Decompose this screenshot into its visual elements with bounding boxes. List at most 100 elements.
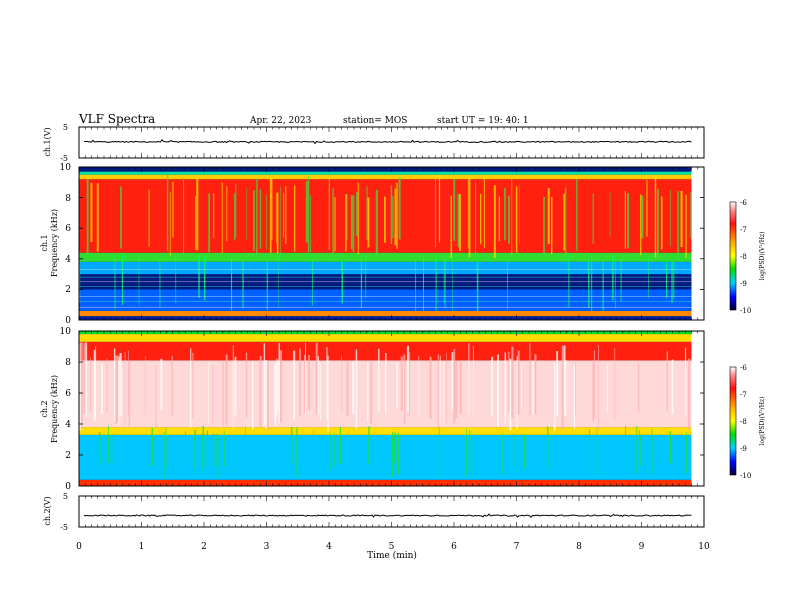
spectrogram-striation-32 (266, 194, 267, 250)
spectrogram-striation-80 (467, 179, 469, 248)
time-tick-label-8: 8 (576, 542, 582, 552)
ch1-colorbar: -6 -7 -8 -9 -10 log(PSD)(V²/Hz) (729, 199, 766, 315)
ch2-freq-tick-10: 10 (60, 327, 72, 337)
spectrogram-striation-137 (637, 363, 640, 413)
spectrogram-striation-101 (588, 260, 590, 308)
spectrogram-striation-63 (313, 429, 314, 468)
spectrogram-striation-92 (515, 186, 518, 253)
spectrogram-striation-146 (688, 358, 691, 430)
spectrogram-striation-65 (317, 356, 319, 416)
spectrogram-striation-50 (266, 361, 269, 431)
spectrogram-striation-82 (475, 181, 477, 255)
spectrogram-striation-43 (234, 356, 237, 416)
spectrogram-band-0 (79, 479, 692, 486)
spectrogram-striation-44 (245, 426, 246, 474)
ch2-colorbar-label: log(PSD)(V²/Hz) (759, 397, 766, 446)
spectrogram-striation-112 (641, 195, 644, 239)
spectrogram-striation-110 (627, 193, 630, 249)
spectrogram-striation-63 (390, 185, 393, 245)
spectrogram-striation-90 (418, 356, 420, 416)
spectrogram-striation-83 (396, 362, 398, 409)
spectrogram-striation-33 (266, 261, 268, 311)
spectrogram-striation-10 (159, 260, 161, 308)
ch2-colorbar-tick-7: -7 (740, 391, 747, 399)
ch2-ytick-top: 5 (63, 492, 68, 501)
station-label: station= MOS (343, 116, 407, 126)
ch2-colorbar-tick-10: -10 (740, 472, 751, 480)
ch2-freq-tick-0: 0 (65, 482, 71, 492)
spectrogram-striation-136 (636, 425, 638, 475)
spectrogram-striation-69 (423, 252, 425, 312)
spectrogram-striation-67 (398, 177, 401, 240)
spectrogram-striation-114 (648, 257, 649, 299)
spectrogram-striation-56 (290, 427, 293, 464)
spectrogram-striation-115 (521, 362, 523, 410)
spectrogram-striation-24 (230, 256, 233, 311)
spectrogram-striation-74 (352, 360, 355, 415)
spectrogram-striation-129 (592, 360, 594, 422)
spectrogram-striation-124 (685, 194, 687, 259)
ch2-colorbar-frame (729, 366, 737, 476)
ch2-colorbar: -6 -7 -8 -9 -10 log(PSD)(V²/Hz) (729, 364, 766, 480)
ch1-ytick-top: 5 (63, 123, 68, 132)
spectrogram-striation-105 (491, 356, 494, 417)
spectrogram-striation-112 (513, 433, 515, 466)
spectrogram-striation-39 (280, 186, 282, 257)
spectrogram-band-1 (79, 310, 692, 317)
spectrogram-striation-16 (195, 196, 197, 250)
spectrogram-striation-125 (565, 359, 567, 417)
spectrogram-striation-119 (669, 189, 671, 247)
figure-title: VLF Spectra (78, 112, 155, 126)
ch1-ytick-bottom: -5 (60, 154, 68, 163)
spectrogram-striation-66 (319, 362, 321, 421)
spectrogram-band-8 (79, 171, 692, 175)
spectrogram-striation-78 (370, 362, 373, 425)
spectrogram-striation-42 (293, 185, 296, 252)
ch2-freq-tick-8: 8 (65, 358, 71, 368)
ch2-freq-tick-2: 2 (65, 451, 71, 461)
spectrogram-striation-51 (274, 364, 277, 426)
spectrogram-striation-9 (106, 358, 108, 412)
spectrogram-striation-70 (333, 432, 335, 467)
spectrogram-striation-117 (529, 343, 531, 417)
spectrogram-striation-109 (624, 191, 626, 249)
spectrogram-striation-99 (455, 360, 458, 419)
spectrogram-striation-107 (501, 432, 503, 475)
spectrogram-striation-27 (242, 261, 244, 309)
ch1-voltage-panel: 5 -5 ch.1(V) (43, 123, 705, 163)
spectrogram-striation-66 (396, 183, 398, 249)
spectrogram-striation-89 (409, 352, 411, 417)
spectrogram-striation-85 (483, 175, 485, 249)
spectrogram-striation-45 (245, 352, 248, 418)
spectrogram-striation-90 (508, 195, 510, 244)
spectrogram-striation-82 (394, 432, 396, 464)
time-tick-label-9: 9 (639, 542, 645, 552)
spectrogram-striation-79 (378, 348, 380, 412)
spectrogram-striation-31 (201, 433, 203, 475)
spectrogram-striation-1 (80, 342, 83, 428)
spectrogram-striation-19 (128, 360, 131, 428)
spectrogram-striation-133 (607, 363, 609, 412)
spectrogram-striation-87 (498, 196, 500, 242)
time-tick-label-10: 10 (698, 542, 710, 552)
spectrogram-striation-23 (226, 186, 228, 241)
ch2-freq-tick-6: 6 (65, 389, 71, 399)
ch1-spectrogram-panel: 0 2 4 6 8 10 ch.1 Frequency (kHz) (40, 163, 705, 326)
spectrogram-striation-71 (339, 426, 341, 464)
spectrogram-striation-62 (384, 196, 386, 243)
start-time-label: start UT = 19: 40: 1 (437, 116, 529, 126)
spectrogram-striation-32 (202, 425, 204, 470)
ch2-freq-tick-4: 4 (65, 420, 71, 430)
spectrogram-striation-13 (115, 355, 118, 425)
ch2-voltage-trace (83, 513, 692, 519)
ch2-spectrogram-ylabel-channel: ch.2 (40, 400, 49, 417)
spectrogram-band-5 (79, 252, 692, 262)
ch2-spectrogram-image (79, 330, 704, 487)
ch2-colorbar-tick-6: -6 (740, 364, 747, 372)
spectrogram-striation-4 (90, 357, 92, 412)
spectrogram-striation-3 (85, 342, 88, 417)
spectrogram-striation-111 (511, 346, 514, 419)
ch2-voltage-panel: 5 -5 ch.2(V) (43, 492, 705, 532)
spectrogram-striation-29 (192, 352, 194, 418)
